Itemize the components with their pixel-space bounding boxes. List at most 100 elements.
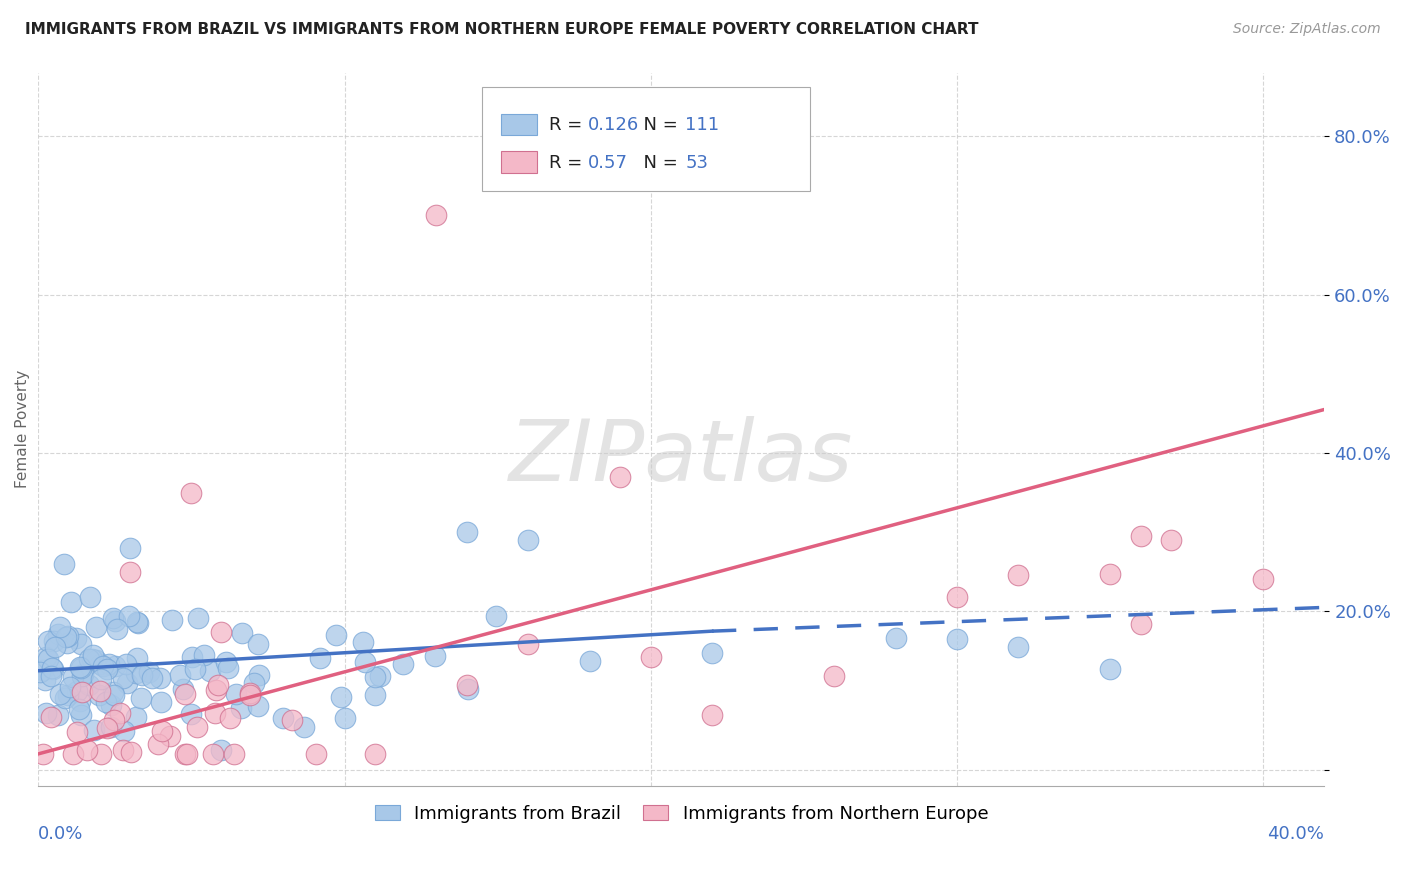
Point [180, 707, 202, 722]
Point [609, 469, 631, 483]
Point [125, 615, 148, 629]
Point [105, 622, 128, 636]
Point [131, 668, 153, 682]
Point [44, 640, 66, 654]
Text: 0.57: 0.57 [588, 153, 627, 172]
Point [66, 684, 89, 698]
Point [108, 706, 131, 721]
Point [364, 747, 387, 761]
Point [176, 747, 198, 761]
Point [141, 671, 163, 685]
Text: N =: N = [633, 116, 683, 134]
Point [1099, 566, 1122, 581]
Point [1099, 663, 1122, 677]
Point [204, 706, 226, 720]
Point [77, 678, 100, 692]
Point [94, 695, 117, 709]
Point [309, 650, 332, 665]
Point [247, 698, 270, 713]
Point [187, 611, 209, 625]
Point [824, 669, 846, 683]
Point [946, 632, 969, 646]
Point [67, 702, 90, 716]
Point [49, 687, 72, 701]
Text: R =: R = [548, 153, 588, 172]
Point [90, 747, 112, 761]
Point [104, 615, 127, 629]
Point [70, 661, 93, 675]
Point [149, 695, 172, 709]
Point [35, 706, 58, 721]
Point [100, 720, 122, 734]
Point [368, 668, 391, 682]
Point [1007, 568, 1029, 582]
Point [53, 557, 76, 571]
Point [112, 743, 135, 757]
Point [225, 687, 247, 701]
Point [46, 708, 69, 723]
Text: 0.0%: 0.0% [38, 825, 84, 843]
Point [42, 662, 65, 676]
Point [207, 678, 229, 692]
Point [247, 637, 270, 651]
Point [104, 658, 127, 673]
Point [169, 668, 191, 682]
Point [243, 675, 266, 690]
Point [56, 629, 79, 643]
Point [69, 693, 91, 707]
Point [72, 666, 94, 681]
Point [180, 485, 202, 500]
Point [32, 747, 55, 761]
Point [76, 743, 98, 757]
Point [138, 665, 160, 680]
Point [56, 636, 79, 650]
Point [354, 655, 377, 669]
Point [352, 634, 374, 648]
Text: 111: 111 [685, 116, 720, 134]
Point [87, 688, 110, 702]
Point [98, 657, 121, 671]
Point [96, 662, 118, 676]
Point [77, 652, 100, 666]
Point [103, 688, 125, 702]
Text: Source: ZipAtlas.com: Source: ZipAtlas.com [1233, 22, 1381, 37]
Point [392, 657, 415, 672]
Text: ZIPatlas: ZIPatlas [509, 417, 853, 500]
Point [280, 713, 302, 727]
Point [86, 653, 108, 667]
Point [215, 656, 238, 670]
Point [224, 747, 246, 761]
Point [32, 664, 55, 678]
Point [115, 657, 138, 671]
Point [700, 707, 723, 722]
Point [103, 684, 125, 698]
Point [42, 633, 65, 648]
Point [89, 657, 111, 671]
Point [231, 626, 253, 640]
Point [209, 624, 232, 639]
Point [56, 688, 79, 702]
Point [118, 608, 141, 623]
Point [218, 711, 240, 725]
Point [59, 595, 82, 609]
Point [150, 723, 173, 738]
Point [120, 745, 142, 759]
Point [181, 649, 204, 664]
Point [37, 651, 59, 665]
Point [271, 711, 294, 725]
Point [364, 689, 387, 703]
Point [120, 565, 142, 579]
Point [112, 724, 135, 739]
Point [174, 687, 197, 701]
Point [48, 620, 70, 634]
Legend: Immigrants from Brazil, Immigrants from Northern Europe: Immigrants from Brazil, Immigrants from … [367, 797, 995, 830]
Point [115, 676, 138, 690]
Point [83, 723, 105, 737]
Point [325, 628, 347, 642]
Point [333, 711, 356, 725]
Text: IMMIGRANTS FROM BRAZIL VS IMMIGRANTS FROM NORTHERN EUROPE FEMALE POVERTY CORRELA: IMMIGRANTS FROM BRAZIL VS IMMIGRANTS FRO… [25, 22, 979, 37]
Point [41, 660, 63, 674]
Point [59, 680, 82, 694]
Point [146, 737, 169, 751]
Point [53, 691, 76, 706]
